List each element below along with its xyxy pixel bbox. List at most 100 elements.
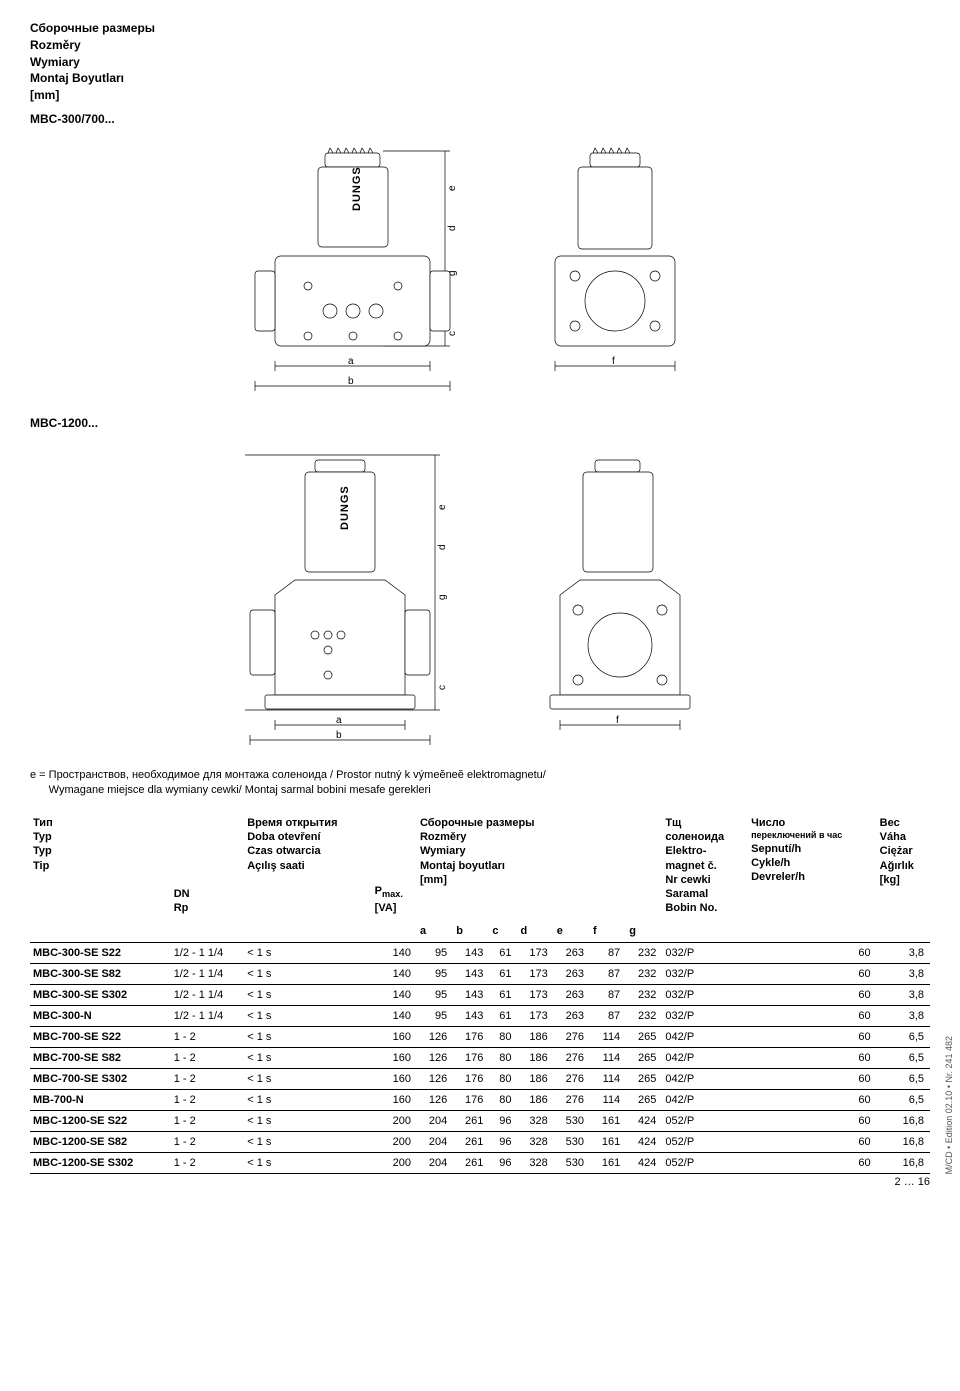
cell-e: 276 (554, 1027, 590, 1048)
cell-coil: 042/P (662, 1048, 748, 1069)
svg-text:c: c (447, 331, 458, 336)
cell-a: 95 (417, 985, 453, 1006)
footnote-l1: Пространствов, необходимое для монтажа с… (49, 769, 546, 781)
diagram-front-1200: e d g c DUNGS a b (220, 440, 480, 750)
cell-g: 424 (626, 1153, 662, 1174)
cell-pmax: 140 (372, 943, 417, 964)
cell-d: 328 (518, 1132, 554, 1153)
cell-weight: 6,5 (877, 1069, 930, 1090)
diagram-front-300: e d g c DUNGS a b (220, 136, 480, 406)
svg-text:d: d (447, 225, 458, 231)
footnote: e = Пространствов, необходимое для монта… (30, 768, 930, 798)
cell-cycles: 60 (748, 1132, 877, 1153)
cell-e: 263 (554, 964, 590, 985)
cell-a: 204 (417, 1132, 453, 1153)
cell-open: < 1 s (244, 1132, 371, 1153)
cell-d: 328 (518, 1111, 554, 1132)
th-dims: Сборочные размеры Rozměry Wymiary Montaj… (417, 812, 662, 920)
cell-g: 424 (626, 1132, 662, 1153)
cell-coil: 032/P (662, 964, 748, 985)
cell-e: 276 (554, 1069, 590, 1090)
cell-weight: 6,5 (877, 1090, 930, 1111)
cell-coil: 032/P (662, 1006, 748, 1027)
table-row: MBC-700-SE S821 - 2< 1 s1601261768018627… (30, 1048, 930, 1069)
cell-pmax: 160 (372, 1069, 417, 1090)
cell-b: 261 (453, 1111, 489, 1132)
cell-a: 95 (417, 943, 453, 964)
cell-a: 95 (417, 964, 453, 985)
cell-c: 80 (489, 1069, 517, 1090)
cell-coil: 042/P (662, 1027, 748, 1048)
cell-dn: 1 - 2 (171, 1048, 245, 1069)
cell-g: 424 (626, 1111, 662, 1132)
cell-f: 87 (590, 964, 626, 985)
cell-model: MB-700-N (30, 1090, 171, 1111)
table-row: MBC-300-N1/2 - 1 1/4< 1 s140951436117326… (30, 1006, 930, 1027)
cell-f: 87 (590, 985, 626, 1006)
th-open: Время открытия Doba otevření Czas otwarc… (244, 812, 371, 920)
cell-a: 126 (417, 1069, 453, 1090)
table-row: MBC-300-SE S821/2 - 1 1/4< 1 s1409514361… (30, 964, 930, 985)
table-row: MBC-1200-SE S821 - 2< 1 s200204261963285… (30, 1132, 930, 1153)
cell-weight: 16,8 (877, 1111, 930, 1132)
cell-dn: 1/2 - 1 1/4 (171, 985, 245, 1006)
cell-b: 143 (453, 943, 489, 964)
cell-weight: 16,8 (877, 1132, 930, 1153)
cell-d: 173 (518, 964, 554, 985)
header-line: Montaj Boyutları (30, 70, 930, 87)
cell-a: 95 (417, 1006, 453, 1027)
cell-dn: 1 - 2 (171, 1153, 245, 1174)
cell-pmax: 200 (372, 1132, 417, 1153)
cell-g: 232 (626, 1006, 662, 1027)
cell-model: MBC-1200-SE S82 (30, 1132, 171, 1153)
cell-model: MBC-300-SE S302 (30, 985, 171, 1006)
header-line: [mm] (30, 87, 930, 104)
cell-b: 143 (453, 985, 489, 1006)
cell-e: 263 (554, 943, 590, 964)
cell-f: 114 (590, 1027, 626, 1048)
cell-pmax: 140 (372, 964, 417, 985)
cell-b: 143 (453, 964, 489, 985)
cell-pmax: 140 (372, 985, 417, 1006)
cell-d: 173 (518, 985, 554, 1006)
cell-g: 265 (626, 1048, 662, 1069)
cell-c: 61 (489, 964, 517, 985)
cell-open: < 1 s (244, 943, 371, 964)
svg-text:DUNGS: DUNGS (339, 485, 351, 530)
cell-g: 232 (626, 964, 662, 985)
cell-e: 263 (554, 985, 590, 1006)
cell-c: 61 (489, 1006, 517, 1027)
svg-text:e: e (437, 504, 448, 510)
th-d: d (518, 920, 554, 943)
cell-f: 161 (590, 1111, 626, 1132)
cell-a: 204 (417, 1153, 453, 1174)
cell-weight: 3,8 (877, 964, 930, 985)
header-line: Сборочные размеры (30, 20, 930, 37)
cell-pmax: 160 (372, 1027, 417, 1048)
document-id-sidebar: M/CD • Edition 02.10 • Nr. 241 482 (944, 1036, 954, 1174)
cell-e: 530 (554, 1153, 590, 1174)
svg-text:b: b (336, 730, 342, 741)
svg-text:a: a (336, 715, 342, 726)
cell-dn: 1 - 2 (171, 1111, 245, 1132)
cell-b: 176 (453, 1027, 489, 1048)
svg-text:DUNGS: DUNGS (351, 166, 363, 211)
cell-c: 61 (489, 943, 517, 964)
cell-open: < 1 s (244, 1027, 371, 1048)
cell-cycles: 60 (748, 1006, 877, 1027)
th-weight: Вес Váha Ciężar Ağırlık [kg] (877, 812, 930, 920)
cell-coil: 042/P (662, 1090, 748, 1111)
cell-b: 261 (453, 1132, 489, 1153)
cell-b: 176 (453, 1090, 489, 1111)
svg-text:d: d (437, 544, 448, 550)
cell-open: < 1 s (244, 1006, 371, 1027)
cell-c: 96 (489, 1153, 517, 1174)
cell-open: < 1 s (244, 1048, 371, 1069)
cell-model: MBC-700-SE S82 (30, 1048, 171, 1069)
cell-d: 328 (518, 1153, 554, 1174)
cell-dn: 1 - 2 (171, 1132, 245, 1153)
cell-g: 265 (626, 1027, 662, 1048)
cell-g: 232 (626, 943, 662, 964)
cell-dn: 1/2 - 1 1/4 (171, 943, 245, 964)
diagram-side-1200: f (520, 440, 730, 750)
